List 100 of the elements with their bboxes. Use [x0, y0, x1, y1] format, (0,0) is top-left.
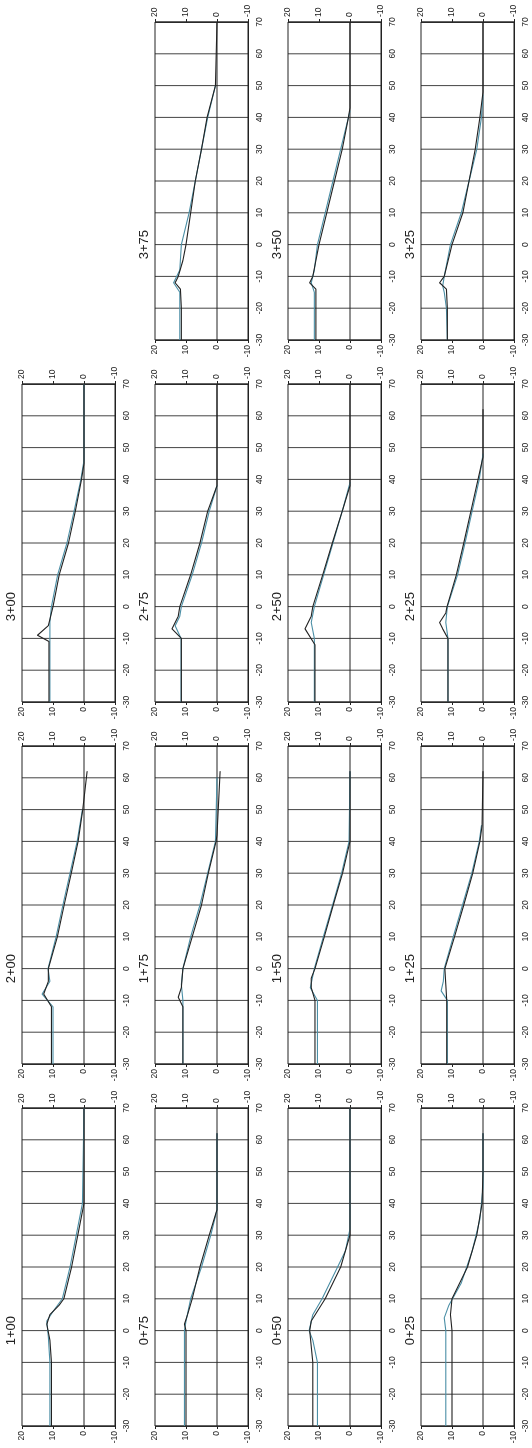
x2-tick-label: 0 — [477, 12, 488, 17]
y-tick-label: 60 — [120, 410, 131, 421]
y-tick-label: -10 — [386, 631, 397, 645]
x-tick-label: 20 — [415, 731, 426, 741]
x2-tick-label: 0 — [477, 374, 488, 379]
y-tick-label: 30 — [253, 1230, 264, 1240]
y-tick-label: 70 — [386, 379, 397, 389]
x-tick-label: 20 — [16, 706, 27, 717]
x-tick-label: 0 — [477, 736, 488, 741]
x2-tick-label: 0 — [78, 1068, 89, 1074]
y-tick-label: -30 — [120, 1419, 131, 1433]
x2-tick-label: 10 — [180, 1068, 191, 1079]
y-tick-label: 10 — [519, 569, 530, 580]
y-tick-label: 30 — [386, 144, 397, 154]
y-tick-label: 20 — [120, 538, 131, 548]
x-tick-label: 10 — [47, 731, 58, 741]
y-tick-label: 60 — [120, 772, 131, 783]
x2-tick-label: 10 — [446, 369, 457, 379]
y-tick-label: -20 — [253, 1387, 264, 1401]
y-tick-label: -20 — [253, 1025, 264, 1039]
y-tick-label: 40 — [120, 836, 131, 847]
y-tick-label: 0 — [519, 965, 530, 971]
y-tick-label: 30 — [519, 144, 530, 154]
y-tick-label: 50 — [253, 1166, 264, 1177]
x-tick-label: 20 — [149, 731, 160, 741]
y-tick-label: 30 — [386, 868, 397, 878]
y-tick-label: 30 — [253, 868, 264, 878]
y-tick-label: 40 — [386, 112, 397, 123]
y-tick-label: -20 — [253, 663, 264, 677]
y-tick-label: 70 — [120, 379, 131, 389]
y-tick-label: -10 — [253, 1355, 264, 1369]
x2-tick-label: 20 — [415, 1068, 426, 1079]
x2-tick-label: 10 — [446, 7, 457, 17]
x-tick-label: -10 — [109, 1090, 120, 1103]
y-tick-label: -20 — [519, 663, 530, 677]
x2-tick-label: 0 — [344, 12, 355, 17]
y-tick-label: 50 — [519, 1166, 530, 1177]
y-tick-label: -10 — [519, 269, 530, 283]
y-tick-label: 20 — [519, 538, 530, 548]
x-tick-label: 10 — [313, 731, 324, 741]
x-tick-label: -10 — [375, 728, 386, 741]
x-tick-label: -10 — [109, 728, 120, 741]
x-tick-label: 10 — [47, 706, 58, 717]
y-tick-label: 20 — [519, 176, 530, 186]
y-tick-label: 20 — [253, 1262, 264, 1272]
x-tick-label: 20 — [282, 731, 293, 741]
y-tick-label: 0 — [253, 241, 264, 247]
y-tick-label: 10 — [253, 1293, 264, 1304]
y-tick-label: 70 — [120, 741, 131, 751]
x-tick-label: 0 — [344, 344, 355, 350]
y-tick-label: -30 — [253, 1057, 264, 1071]
y-tick-label: -10 — [120, 993, 131, 1007]
y-tick-label: 30 — [519, 1230, 530, 1240]
x-tick-label: 0 — [344, 706, 355, 712]
y-tick-label: 60 — [253, 772, 264, 783]
x-tick-label: 0 — [344, 736, 355, 741]
text: 0+75 — [135, 1315, 151, 1346]
x2-tick-label: -10 — [109, 366, 120, 379]
x-tick-label: -10 — [242, 1090, 253, 1103]
x-tick-label: 10 — [446, 344, 457, 355]
x-tick-label: -10 — [508, 728, 519, 741]
x-tick-label: 0 — [344, 1098, 355, 1103]
y-tick-label: 40 — [519, 112, 530, 123]
x2-tick-label: -10 — [375, 1068, 386, 1082]
y-tick-label: 50 — [253, 442, 264, 453]
y-tick-label: 20 — [120, 1262, 131, 1272]
y-tick-label: 0 — [120, 965, 131, 971]
y-tick-label: -30 — [386, 695, 397, 709]
x2-tick-label: 0 — [211, 12, 222, 17]
x2-tick-label: 10 — [47, 1068, 58, 1079]
x-tick-label: -10 — [508, 706, 519, 720]
y-tick-label: 60 — [253, 1134, 264, 1145]
x-tick-label: 10 — [180, 731, 191, 741]
y-tick-label: 70 — [519, 379, 530, 389]
x-tick-label: -10 — [242, 728, 253, 741]
x2-tick-label: 10 — [180, 369, 191, 379]
x2-tick-label: -10 — [242, 1068, 253, 1082]
y-tick-label: 50 — [519, 442, 530, 453]
y-tick-label: -30 — [386, 1057, 397, 1071]
y-tick-label: 40 — [253, 112, 264, 123]
x-tick-label: -10 — [109, 706, 120, 720]
x2-tick-label: -10 — [109, 1068, 120, 1082]
y-tick-label: 40 — [386, 474, 397, 485]
y-tick-label: 70 — [386, 17, 397, 27]
x2-tick-label: 20 — [415, 1430, 426, 1441]
y-tick-label: 60 — [519, 772, 530, 783]
y-tick-label: 10 — [253, 207, 264, 218]
text: 3+50 — [268, 229, 284, 260]
x-tick-label: 0 — [211, 706, 222, 712]
x2-tick-label: 0 — [211, 1430, 222, 1436]
y-tick-label: 10 — [519, 931, 530, 942]
x2-tick-label: -10 — [242, 366, 253, 379]
x2-tick-label: 0 — [344, 1068, 355, 1074]
y-tick-label: 60 — [519, 410, 530, 421]
y-tick-label: 0 — [519, 241, 530, 247]
y-tick-label: 30 — [386, 1230, 397, 1240]
y-tick-label: -30 — [253, 695, 264, 709]
y-tick-label: -20 — [519, 1387, 530, 1401]
y-tick-label: 70 — [386, 1103, 397, 1113]
y-tick-label: 30 — [519, 506, 530, 516]
